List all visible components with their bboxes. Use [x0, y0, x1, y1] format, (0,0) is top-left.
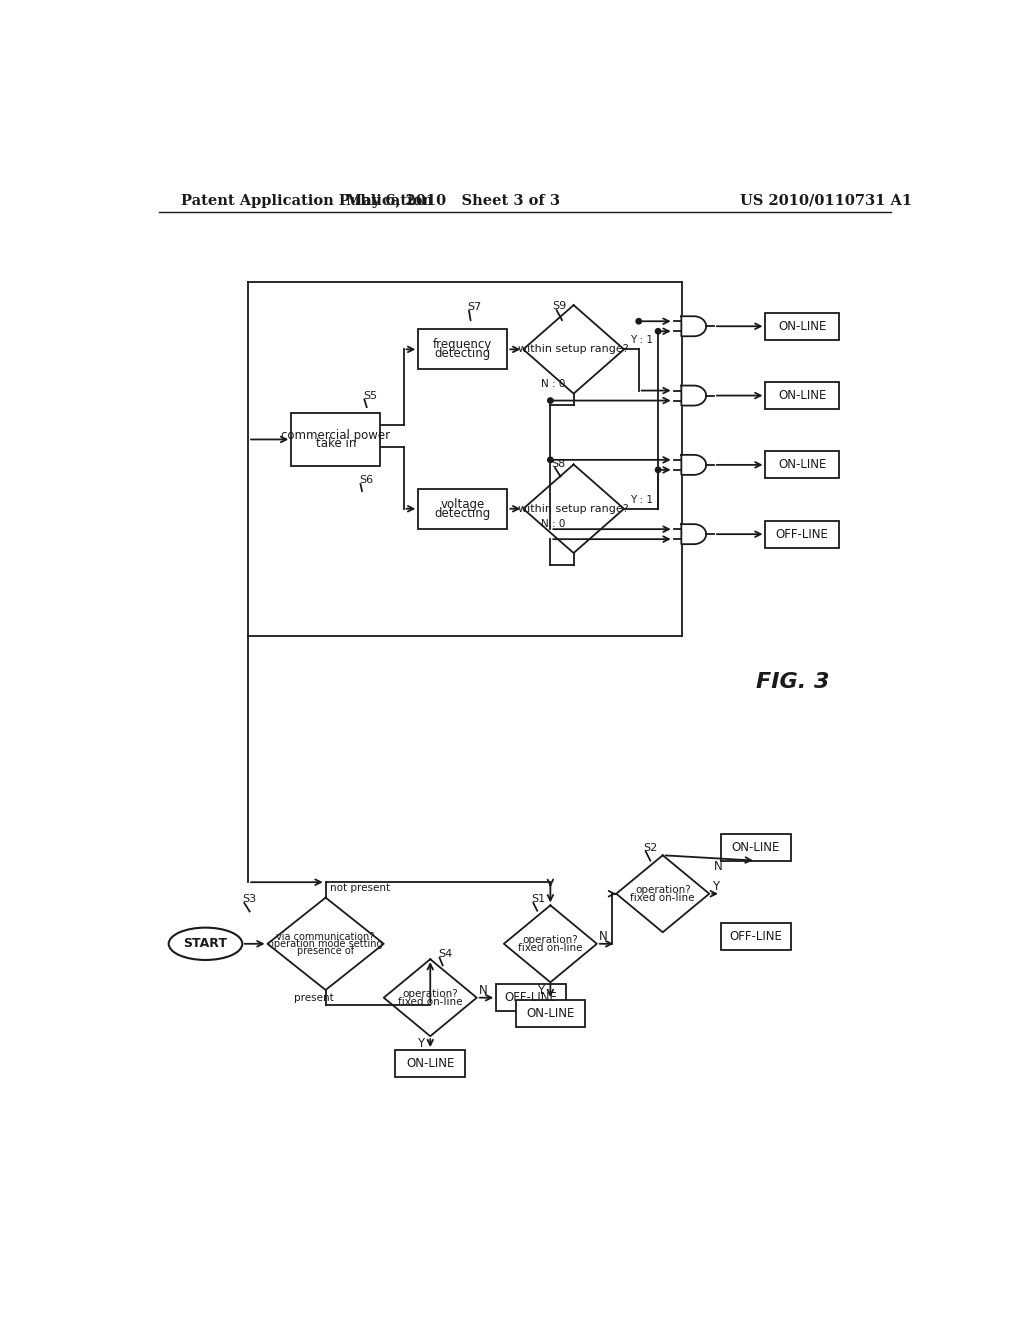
Text: fixed on-line: fixed on-line	[518, 942, 583, 953]
Text: ON-LINE: ON-LINE	[731, 841, 780, 854]
Text: Y : 1: Y : 1	[630, 495, 653, 504]
Text: S4: S4	[438, 949, 453, 958]
Text: detecting: detecting	[434, 347, 490, 360]
Circle shape	[548, 397, 553, 404]
Text: Y : 1: Y : 1	[630, 335, 653, 345]
Polygon shape	[523, 465, 624, 553]
Text: ON-LINE: ON-LINE	[407, 1056, 455, 1069]
Circle shape	[548, 457, 553, 462]
Polygon shape	[384, 960, 477, 1036]
Bar	[765, 313, 839, 339]
Text: within setup range?: within setup range?	[518, 345, 629, 354]
Text: voltage: voltage	[440, 498, 485, 511]
Bar	[765, 381, 839, 409]
Bar	[291, 413, 380, 466]
Text: via communication?: via communication?	[276, 932, 375, 941]
Polygon shape	[616, 855, 710, 932]
Bar	[721, 834, 791, 861]
Text: N: N	[478, 983, 487, 997]
Text: ON-LINE: ON-LINE	[778, 389, 826, 403]
Bar	[418, 330, 507, 370]
Polygon shape	[681, 524, 707, 544]
Text: OFF-LINE: OFF-LINE	[729, 929, 782, 942]
Bar	[721, 923, 791, 949]
Text: operation?: operation?	[402, 989, 458, 999]
Polygon shape	[267, 898, 384, 990]
Text: operation mode setting: operation mode setting	[268, 939, 383, 949]
Text: S3: S3	[243, 894, 257, 904]
Text: operation?: operation?	[635, 884, 690, 895]
Text: present: present	[294, 993, 334, 1003]
Text: ON-LINE: ON-LINE	[778, 319, 826, 333]
Bar	[765, 520, 839, 548]
Polygon shape	[523, 305, 624, 393]
Polygon shape	[504, 906, 597, 982]
Text: Patent Application Publication: Patent Application Publication	[180, 194, 433, 207]
Bar	[395, 1049, 465, 1077]
Circle shape	[655, 467, 660, 473]
Text: S2: S2	[643, 842, 657, 853]
Polygon shape	[681, 385, 707, 405]
Text: N : 0: N : 0	[541, 379, 565, 389]
Text: OFF-LINE: OFF-LINE	[776, 528, 828, 541]
Text: START: START	[183, 937, 227, 950]
Text: S6: S6	[359, 475, 373, 486]
Bar	[496, 985, 566, 1011]
Text: take in: take in	[315, 437, 356, 450]
Text: detecting: detecting	[434, 507, 490, 520]
Text: OFF-LINE: OFF-LINE	[505, 991, 557, 1005]
Text: Y: Y	[418, 1038, 425, 1051]
Text: S1: S1	[531, 894, 545, 904]
Text: frequency: frequency	[433, 338, 493, 351]
Text: S8: S8	[551, 459, 565, 469]
Text: Y: Y	[712, 879, 719, 892]
Circle shape	[636, 318, 641, 323]
Ellipse shape	[169, 928, 243, 960]
Text: within setup range?: within setup range?	[518, 504, 629, 513]
Text: commercial power: commercial power	[282, 429, 390, 441]
Text: FIG. 3: FIG. 3	[756, 672, 829, 692]
Text: ON-LINE: ON-LINE	[526, 1007, 574, 1019]
Text: Y: Y	[538, 983, 545, 997]
Polygon shape	[681, 317, 707, 337]
Text: N : 0: N : 0	[541, 519, 565, 529]
Text: presence of: presence of	[297, 946, 354, 956]
Text: N: N	[599, 929, 607, 942]
Text: operation?: operation?	[522, 935, 579, 945]
Text: not present: not present	[330, 883, 389, 894]
Text: fixed on-line: fixed on-line	[631, 892, 695, 903]
Text: ON-LINE: ON-LINE	[778, 458, 826, 471]
Polygon shape	[681, 455, 707, 475]
Circle shape	[655, 329, 660, 334]
Text: S7: S7	[467, 302, 481, 312]
Text: May 6, 2010   Sheet 3 of 3: May 6, 2010 Sheet 3 of 3	[346, 194, 560, 207]
Text: N: N	[714, 861, 723, 874]
Text: S5: S5	[362, 391, 377, 400]
Text: S9: S9	[553, 301, 567, 312]
Bar	[515, 999, 586, 1027]
Bar	[765, 451, 839, 478]
Text: fixed on-line: fixed on-line	[398, 997, 463, 1007]
Text: US 2010/0110731 A1: US 2010/0110731 A1	[740, 194, 912, 207]
Bar	[418, 488, 507, 529]
